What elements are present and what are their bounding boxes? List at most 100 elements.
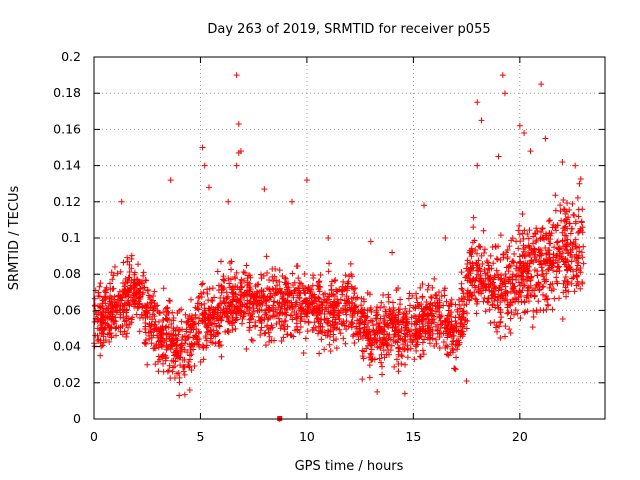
- data-point: [95, 292, 102, 299]
- data-point: [125, 315, 132, 322]
- data-point: [209, 309, 216, 316]
- data-point: [170, 339, 177, 346]
- data-point: [146, 314, 153, 321]
- data-point: [410, 336, 417, 343]
- data-point: [200, 356, 207, 363]
- data-point: [228, 286, 235, 293]
- data-point: [331, 277, 338, 284]
- data-point: [117, 328, 124, 335]
- data-point: [526, 227, 533, 234]
- data-point: [497, 257, 504, 264]
- data-point: [188, 340, 195, 347]
- data-point: [402, 338, 409, 345]
- data-point: [524, 285, 531, 292]
- data-point: [104, 321, 111, 328]
- data-point: [331, 312, 338, 319]
- data-point: [368, 308, 375, 315]
- data-point: [537, 247, 544, 254]
- data-point: [395, 328, 402, 335]
- data-point: [454, 306, 461, 313]
- data-point: [186, 324, 193, 331]
- data-point: [239, 320, 246, 327]
- data-point: [571, 288, 578, 295]
- data-point: [471, 282, 478, 289]
- data-point: [572, 218, 579, 225]
- data-point: [526, 251, 533, 258]
- data-point: [562, 216, 569, 223]
- data-point: [544, 250, 551, 257]
- data-point: [121, 283, 128, 290]
- data-point: [398, 326, 405, 333]
- data-point: [240, 313, 247, 320]
- data-point: [502, 283, 509, 290]
- data-point: [318, 336, 325, 343]
- data-point: [310, 274, 317, 281]
- data-point: [365, 330, 372, 337]
- data-point: [358, 302, 365, 309]
- data-point: [543, 234, 550, 241]
- y-tick-label: 0.1: [61, 230, 81, 245]
- data-point: [302, 335, 309, 342]
- data-point: [271, 292, 278, 299]
- data-point: [284, 323, 291, 330]
- data-point: [325, 293, 332, 300]
- data-point: [192, 314, 199, 321]
- data-point: [96, 283, 103, 290]
- data-point: [485, 281, 492, 288]
- data-point: [106, 313, 113, 320]
- data-point: [136, 301, 143, 308]
- data-point: [199, 280, 206, 287]
- data-point: [350, 308, 357, 315]
- data-point: [569, 246, 576, 253]
- data-point: [323, 315, 330, 322]
- data-point: [482, 286, 489, 293]
- data-point: [195, 294, 202, 301]
- data-point: [536, 287, 543, 294]
- data-point: [468, 253, 475, 260]
- data-point: [265, 306, 272, 313]
- data-point: [340, 278, 347, 285]
- data-point: [247, 274, 254, 281]
- data-point: [128, 277, 135, 284]
- data-point: [443, 342, 450, 349]
- data-point: [509, 273, 516, 280]
- data-point: [572, 162, 579, 169]
- data-point: [163, 323, 170, 330]
- data-point: [422, 327, 429, 334]
- data-point: [225, 300, 232, 307]
- data-point: [257, 317, 264, 324]
- data-point: [339, 321, 346, 328]
- ticks: [93, 56, 605, 420]
- data-point: [562, 243, 569, 250]
- data-point: [214, 329, 221, 336]
- data-point: [269, 273, 276, 280]
- data-point: [327, 323, 334, 330]
- data-point: [560, 196, 567, 203]
- data-point: [577, 285, 584, 292]
- data-point: [246, 307, 253, 314]
- data-point: [413, 347, 420, 354]
- data-point: [458, 316, 465, 323]
- data-point: [289, 316, 296, 323]
- data-point: [167, 177, 174, 184]
- data-point: [119, 322, 126, 329]
- data-point: [423, 304, 430, 311]
- data-point: [412, 305, 419, 312]
- data-point: [102, 295, 109, 302]
- data-point: [521, 298, 528, 305]
- data-point: [515, 294, 522, 301]
- data-point: [133, 277, 140, 284]
- data-point: [239, 302, 246, 309]
- data-point: [110, 308, 117, 315]
- data-point: [406, 308, 413, 315]
- data-point: [214, 268, 221, 275]
- data-point: [358, 295, 365, 302]
- data-point: [372, 315, 379, 322]
- data-point: [512, 306, 519, 313]
- data-point: [156, 309, 163, 316]
- data-point: [457, 320, 464, 327]
- data-point: [263, 253, 270, 260]
- data-point: [464, 287, 471, 294]
- data-point: [520, 276, 527, 283]
- data-point: [550, 260, 557, 267]
